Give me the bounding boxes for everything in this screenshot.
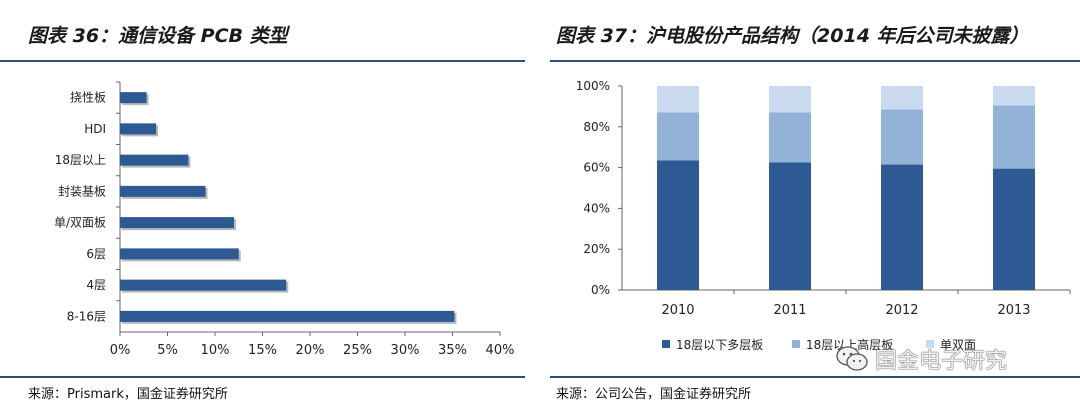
y-category-label: 8-16层 — [67, 309, 106, 323]
x-tick-label: 20% — [296, 343, 325, 358]
x-tick-label: 25% — [343, 343, 372, 358]
y-category-label: 18层以上 — [55, 153, 106, 167]
y-tick-label: 0% — [591, 283, 610, 297]
stacked-bar-segment — [881, 109, 923, 165]
stacked-bar-segment — [657, 112, 699, 161]
y-tick-label: 60% — [583, 161, 610, 175]
right-chart-panel: 图表 37：沪电股份产品结构（2014 年后公司未披露） 0% 20% 40% 60%… — [550, 0, 1080, 407]
bar — [120, 217, 234, 229]
y-category-label: HDI — [84, 122, 106, 136]
x-tick-label: 0% — [110, 343, 131, 358]
bar — [120, 92, 147, 104]
right-chart-title: 图表 37：沪电股份产品结构（2014 年后公司未披露） — [556, 25, 1029, 47]
stacked-bar-segment — [657, 86, 699, 113]
stacked-bar-segment — [881, 86, 923, 110]
legend-item: 18层以上高层板 — [792, 337, 893, 352]
y-tick-label: 20% — [583, 242, 610, 256]
left-source-rule — [0, 376, 525, 378]
wechat-icon — [836, 346, 868, 371]
x-tick-label: 15% — [248, 343, 277, 358]
right-title-rule — [550, 60, 1080, 62]
y-category-label: 单/双面板 — [54, 216, 106, 230]
x-category-label: 2013 — [997, 303, 1030, 318]
left-source-note: 来源：Prismark，国金证券研究所 — [28, 387, 228, 402]
legend-label: 单双面 — [940, 338, 976, 352]
right-source-rule — [550, 376, 1080, 378]
x-tick-label: 5% — [157, 343, 178, 358]
bar-group — [120, 185, 208, 199]
left-chart-panel: 图表 36：通信设备 PCB 类型 0% 5% 10% 15% 20% 25% 30% 35%… — [0, 0, 525, 407]
left-bar-chart: 0% 5% 10% 15% 20% 25% 30% 35% 40% 挠性板 HDI 18层以上封装基板… — [54, 81, 515, 358]
watermark-text: 国金电子研究 — [875, 349, 1008, 374]
legend-swatch — [792, 340, 800, 348]
legend-swatch — [662, 340, 670, 348]
bar — [120, 154, 189, 166]
bar-group — [120, 123, 159, 137]
bar-group — [120, 310, 457, 324]
bar — [120, 279, 287, 291]
bar-group — [120, 217, 236, 231]
y-tick-label: 80% — [583, 120, 610, 134]
stacked-bar-segment — [769, 112, 811, 163]
stacked-bar-segment — [993, 105, 1035, 169]
bar — [120, 310, 455, 322]
watermark: 国金电子研究 — [835, 343, 1007, 375]
stacked-bar-segment — [657, 160, 699, 290]
x-category-label: 2011 — [773, 303, 806, 318]
bar — [120, 248, 239, 260]
right-source-note: 来源：公司公告，国金证券研究所 — [556, 387, 752, 402]
bar-group — [120, 154, 191, 168]
bar-group — [120, 279, 289, 293]
y-category-label: 挠性板 — [70, 91, 106, 105]
bar-group — [120, 92, 149, 106]
legend-label: 18层以下多层板 — [676, 338, 763, 352]
y-category-label: 4层 — [86, 278, 106, 292]
right-stacked-chart: 0% 20% 40% 60% 80% 100% 2010 2011 2012 2013 18层以下多… — [576, 79, 1071, 352]
left-chart-title: 图表 36：通信设备 PCB 类型 — [28, 25, 288, 47]
stacked-bar-segment — [993, 86, 1035, 106]
stacked-bar-segment — [769, 162, 811, 290]
y-tick-label: 40% — [583, 201, 610, 215]
stacked-bar-segment — [769, 86, 811, 113]
legend-item: 单双面 — [926, 338, 976, 352]
y-category-label: 封装基板 — [58, 184, 106, 198]
left-title-rule — [0, 60, 525, 62]
y-tick-label: 100% — [576, 79, 610, 93]
stacked-bar-segment — [881, 164, 923, 290]
bar-group — [120, 248, 241, 262]
x-category-label: 2010 — [661, 303, 694, 318]
x-tick-label: 30% — [391, 343, 420, 358]
stacked-bar-segment — [993, 168, 1035, 290]
y-category-label: 6层 — [86, 247, 106, 261]
bar — [120, 185, 206, 197]
legend-label: 18层以上高层板 — [806, 337, 893, 352]
legend-item: 18层以下多层板 — [662, 338, 763, 352]
x-tick-label: 40% — [486, 343, 515, 358]
x-category-label: 2012 — [885, 303, 918, 318]
x-tick-label: 35% — [438, 343, 467, 358]
legend-swatch — [926, 340, 934, 348]
bar — [120, 123, 157, 135]
x-tick-label: 10% — [201, 343, 230, 358]
